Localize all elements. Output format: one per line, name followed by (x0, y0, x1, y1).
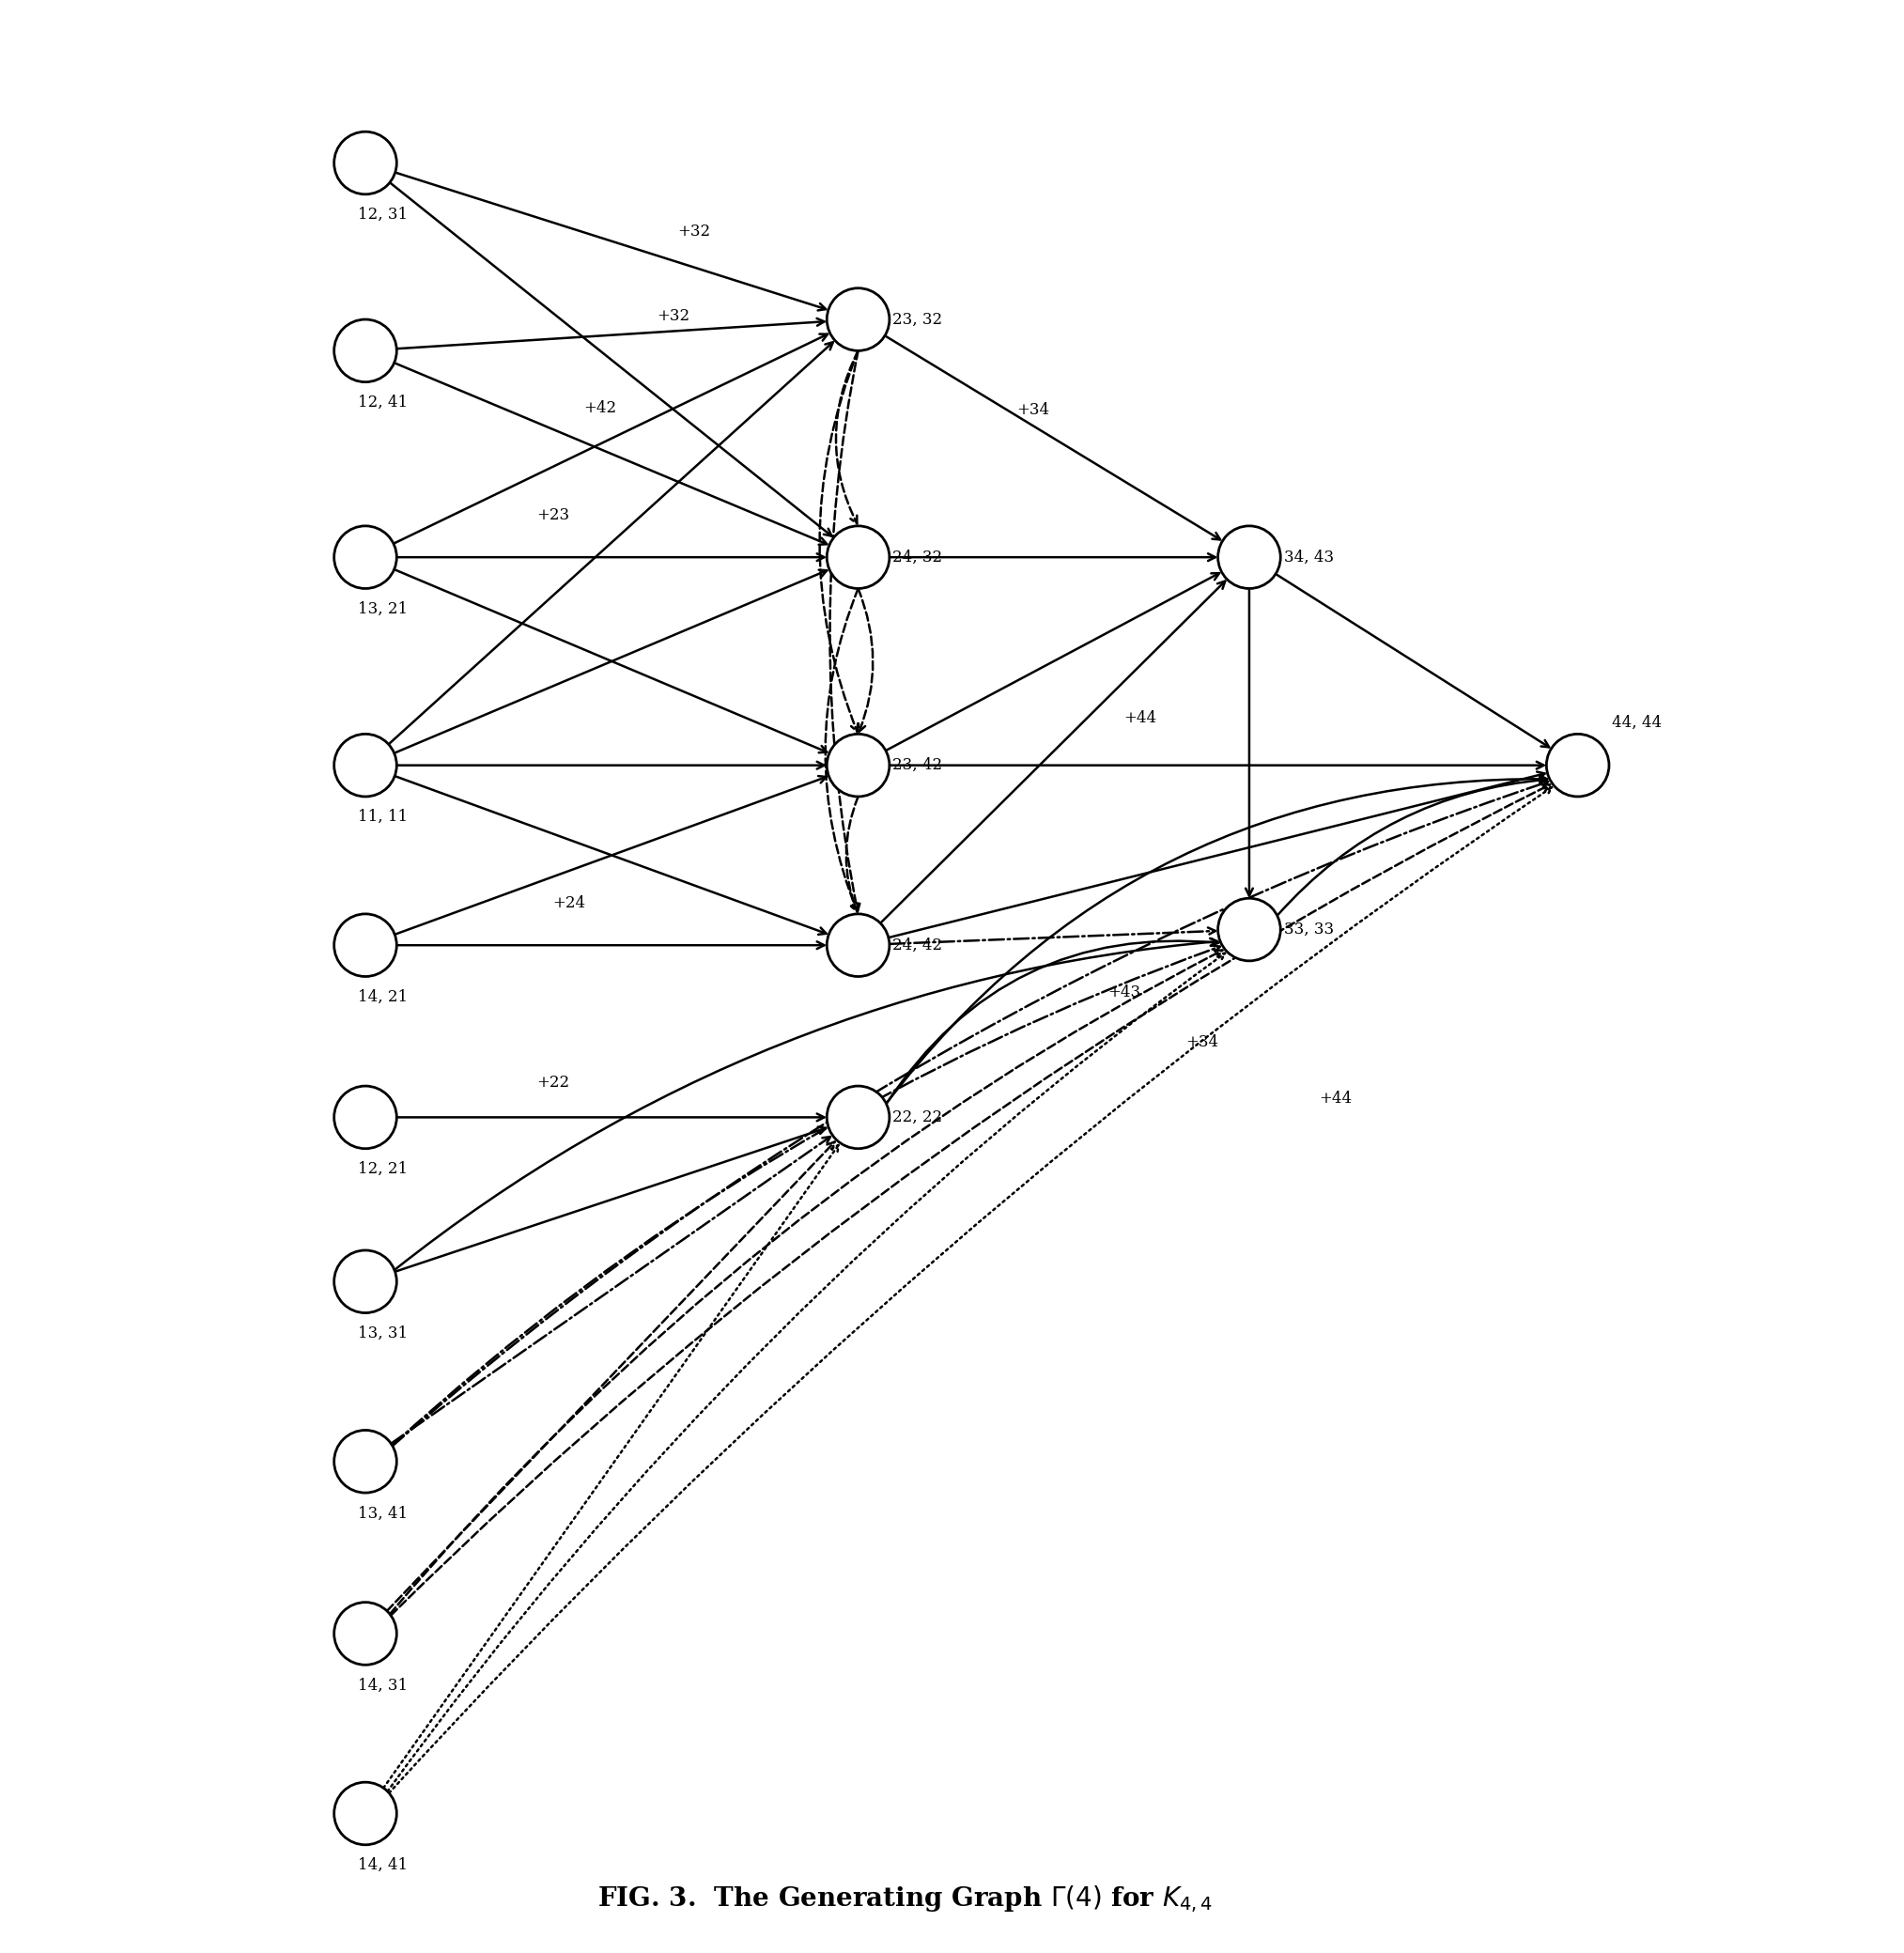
Text: +43: +43 (1108, 984, 1140, 1000)
Text: 24, 32: 24, 32 (893, 549, 942, 564)
Text: +23: +23 (537, 508, 569, 523)
FancyArrowPatch shape (1245, 588, 1253, 896)
FancyArrowPatch shape (885, 572, 1219, 750)
FancyArrowPatch shape (887, 939, 1219, 1103)
Text: FIG. 3.  The Generating Graph $\Gamma(4)$ for $K_{4,4}$: FIG. 3. The Generating Graph $\Gamma(4)$… (598, 1885, 1213, 1914)
Circle shape (333, 1783, 396, 1846)
FancyArrowPatch shape (889, 762, 1544, 769)
FancyArrowPatch shape (383, 1144, 838, 1787)
Circle shape (333, 734, 396, 797)
Text: 14, 41: 14, 41 (358, 1857, 407, 1873)
FancyArrowPatch shape (1278, 777, 1548, 916)
Text: 12, 31: 12, 31 (358, 207, 407, 223)
Circle shape (333, 1086, 396, 1148)
Text: 14, 21: 14, 21 (358, 988, 407, 1006)
FancyArrowPatch shape (394, 775, 826, 934)
FancyArrowPatch shape (824, 588, 859, 912)
FancyArrowPatch shape (390, 1137, 830, 1443)
Circle shape (333, 914, 396, 976)
FancyArrowPatch shape (396, 553, 824, 561)
Circle shape (826, 914, 889, 976)
FancyArrowPatch shape (885, 775, 1548, 1103)
Text: 34, 43: 34, 43 (1283, 549, 1333, 564)
Text: +34: +34 (1186, 1035, 1219, 1051)
Circle shape (826, 1086, 889, 1148)
Text: 22, 22: 22, 22 (893, 1109, 942, 1125)
FancyArrowPatch shape (396, 1113, 824, 1121)
Circle shape (1546, 734, 1609, 797)
Text: +44: +44 (1319, 1090, 1352, 1107)
FancyArrowPatch shape (830, 352, 861, 912)
Text: +32: +32 (657, 309, 689, 324)
Circle shape (333, 131, 396, 193)
Text: +44: +44 (1123, 711, 1156, 727)
Text: +34: +34 (1017, 402, 1049, 418)
Text: 13, 21: 13, 21 (358, 602, 407, 617)
Text: 44, 44: 44, 44 (1613, 715, 1662, 730)
Circle shape (1219, 525, 1281, 588)
FancyArrowPatch shape (819, 352, 859, 732)
FancyArrowPatch shape (394, 1127, 826, 1271)
FancyArrowPatch shape (390, 785, 1550, 1615)
FancyArrowPatch shape (390, 951, 1222, 1613)
FancyArrowPatch shape (889, 553, 1215, 561)
FancyArrowPatch shape (392, 945, 1220, 1445)
FancyArrowPatch shape (880, 582, 1224, 924)
FancyArrowPatch shape (394, 775, 826, 934)
Text: 12, 21: 12, 21 (358, 1162, 407, 1178)
FancyArrowPatch shape (394, 363, 826, 545)
Text: 13, 41: 13, 41 (358, 1506, 407, 1521)
FancyArrowPatch shape (396, 941, 824, 949)
Text: +32: +32 (678, 225, 710, 240)
FancyArrowPatch shape (387, 1143, 834, 1611)
FancyArrowPatch shape (396, 318, 824, 350)
Text: +42: +42 (583, 400, 617, 416)
Text: 23, 32: 23, 32 (893, 311, 942, 328)
Text: 23, 42: 23, 42 (893, 758, 942, 773)
Circle shape (826, 289, 889, 352)
FancyArrowPatch shape (845, 797, 859, 912)
FancyArrowPatch shape (392, 781, 1548, 1445)
FancyArrowPatch shape (394, 570, 826, 752)
Text: 13, 31: 13, 31 (358, 1326, 407, 1342)
FancyArrowPatch shape (394, 334, 828, 543)
Text: +24: +24 (552, 894, 585, 910)
FancyArrowPatch shape (396, 762, 824, 769)
Text: 12, 41: 12, 41 (358, 395, 407, 410)
FancyArrowPatch shape (885, 336, 1220, 539)
Circle shape (333, 1601, 396, 1664)
Circle shape (826, 734, 889, 797)
FancyArrowPatch shape (388, 342, 832, 744)
Circle shape (826, 525, 889, 588)
Circle shape (1219, 898, 1281, 961)
FancyArrowPatch shape (859, 588, 872, 732)
FancyArrowPatch shape (394, 937, 1217, 1269)
Circle shape (333, 320, 396, 383)
FancyArrowPatch shape (889, 928, 1215, 943)
Text: +22: +22 (537, 1074, 569, 1092)
Text: 14, 31: 14, 31 (358, 1678, 407, 1693)
FancyArrowPatch shape (390, 182, 832, 535)
FancyArrowPatch shape (388, 953, 1224, 1791)
FancyArrowPatch shape (388, 787, 1552, 1793)
Text: 33, 33: 33, 33 (1283, 922, 1333, 937)
FancyArrowPatch shape (889, 771, 1544, 937)
FancyArrowPatch shape (396, 172, 826, 311)
Circle shape (333, 1250, 396, 1312)
Text: 11, 11: 11, 11 (358, 809, 407, 824)
Circle shape (333, 525, 396, 588)
Circle shape (333, 1430, 396, 1492)
FancyArrowPatch shape (836, 352, 859, 523)
Text: 24, 42: 24, 42 (893, 937, 942, 953)
FancyArrowPatch shape (1276, 574, 1550, 748)
FancyArrowPatch shape (394, 570, 826, 754)
